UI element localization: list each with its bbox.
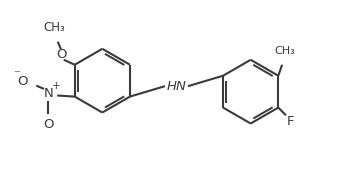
Text: +: +: [52, 81, 60, 91]
Text: ⁻: ⁻: [13, 68, 20, 81]
Text: F: F: [287, 115, 295, 128]
Text: HN: HN: [167, 80, 186, 93]
Text: O: O: [17, 75, 28, 88]
Text: O: O: [56, 48, 66, 61]
Text: O: O: [43, 118, 54, 131]
Text: CH₃: CH₃: [44, 21, 65, 34]
Text: CH₃: CH₃: [274, 46, 295, 56]
Text: N: N: [43, 87, 53, 100]
